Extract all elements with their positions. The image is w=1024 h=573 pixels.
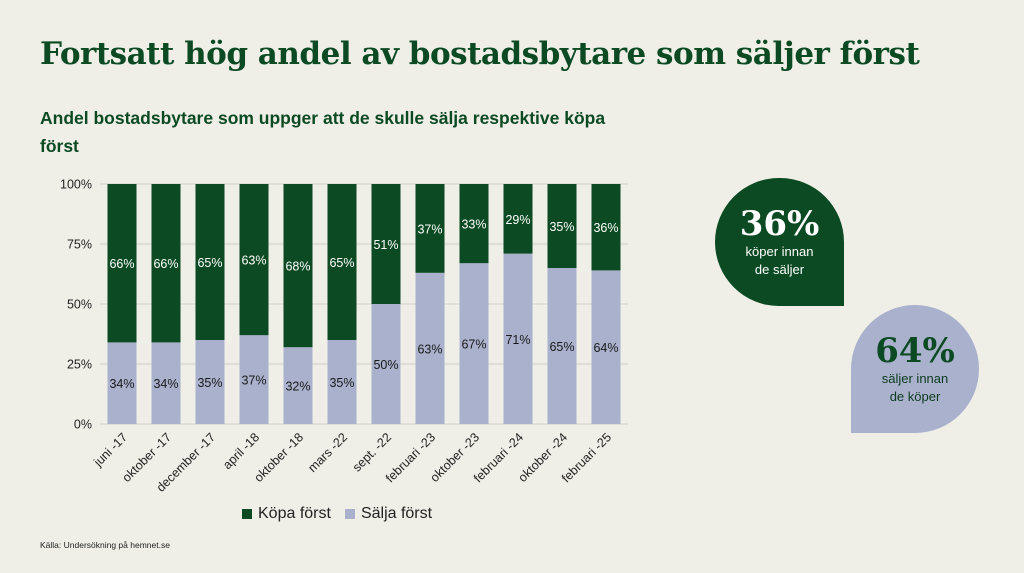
data-label-kopa: 33%	[461, 218, 486, 232]
bar-kopa	[459, 184, 489, 264]
data-label-salja: 65%	[549, 340, 574, 354]
callout-salja-text-2: de köper	[889, 389, 941, 404]
legend-swatch-kopa	[242, 509, 252, 519]
bar-kopa	[547, 184, 577, 268]
bar-kopa	[151, 184, 181, 343]
y-tick-label: 0%	[74, 418, 92, 432]
y-tick-label: 25%	[67, 358, 92, 372]
bar-salja	[371, 304, 401, 424]
data-label-kopa: 65%	[329, 256, 354, 270]
callout-salja-value: 64%	[875, 331, 955, 371]
bar-kopa	[327, 184, 357, 340]
page-title: Fortsatt hög andel av bostadsbytare som …	[40, 36, 920, 72]
data-label-kopa: 51%	[373, 238, 398, 252]
chart-legend: Köpa först Sälja först	[242, 505, 446, 523]
data-label-salja: 37%	[241, 374, 266, 388]
y-tick-label: 50%	[67, 298, 92, 312]
data-label-kopa: 68%	[285, 260, 310, 274]
bar-salja	[591, 270, 621, 424]
data-label-kopa: 35%	[549, 220, 574, 234]
bar-salja	[327, 340, 357, 424]
x-tick-label: april -18	[220, 430, 262, 472]
callout-salja-text-1: säljer innan	[881, 371, 949, 386]
data-label-kopa: 37%	[417, 222, 442, 236]
bar-salja	[547, 268, 577, 424]
data-label-salja: 35%	[329, 376, 354, 390]
bar-kopa	[415, 184, 445, 273]
bar-kopa	[503, 184, 533, 254]
data-label-kopa: 66%	[153, 257, 178, 271]
legend-label-kopa: Köpa först	[258, 505, 331, 522]
bar-salja	[283, 347, 313, 424]
bar-salja	[415, 272, 445, 424]
data-label-kopa: 66%	[109, 257, 134, 271]
data-label-salja: 34%	[109, 377, 134, 391]
callout-kopa-text-2: de säljer	[754, 262, 805, 277]
data-label-salja: 67%	[461, 338, 486, 352]
data-label-salja: 71%	[505, 333, 530, 347]
legend-swatch-salja	[344, 509, 355, 519]
source-note: Källa: Undersökning på hemnet.se	[40, 540, 170, 550]
data-label-salja: 35%	[197, 376, 222, 390]
y-tick-label: 75%	[67, 238, 92, 252]
bar-kopa	[239, 184, 269, 336]
data-label-salja: 32%	[285, 380, 310, 394]
stacked-bar-chart: 0%25%50%75%100%34%66%juni -1734%66%oktob…	[60, 178, 628, 495]
bar-salja	[239, 335, 269, 424]
bar-kopa	[591, 184, 621, 271]
bar-kopa	[371, 184, 401, 304]
data-label-salja: 50%	[373, 358, 398, 372]
bar-salja	[151, 342, 181, 424]
x-tick-label: mars -22	[305, 430, 350, 475]
x-tick-label: juni -17	[91, 430, 131, 470]
y-tick-label: 100%	[60, 178, 92, 192]
callout-salja-bubble: 64% säljer innan de köper	[851, 305, 979, 433]
data-label-kopa: 63%	[241, 254, 266, 268]
data-label-salja: 34%	[153, 377, 178, 391]
bar-kopa	[195, 184, 225, 340]
data-label-salja: 64%	[593, 341, 618, 355]
callout-kopa-text-1: köper innan	[745, 244, 814, 259]
data-label-kopa: 36%	[593, 221, 618, 235]
x-tick-label: sept. -22	[350, 430, 394, 474]
data-label-salja: 63%	[417, 342, 442, 356]
legend-label-salja: Sälja först	[360, 505, 433, 522]
legend-item-kopa: Köpa först	[242, 505, 331, 523]
bar-salja	[195, 340, 225, 424]
bar-salja	[107, 342, 137, 424]
callout-kopa-bubble: 36% köper innan de säljer	[715, 178, 844, 306]
chart-subtitle: Andel bostadsbytare som uppger att de sk…	[40, 108, 606, 156]
bar-salja	[459, 263, 489, 424]
bar-kopa	[107, 184, 137, 343]
callout-kopa-value: 36%	[739, 204, 820, 244]
bar-salja	[503, 253, 533, 424]
legend-item-salja: Sälja först	[344, 505, 433, 523]
bar-kopa	[283, 184, 313, 348]
data-label-kopa: 29%	[505, 213, 530, 227]
data-label-kopa: 65%	[197, 256, 222, 270]
